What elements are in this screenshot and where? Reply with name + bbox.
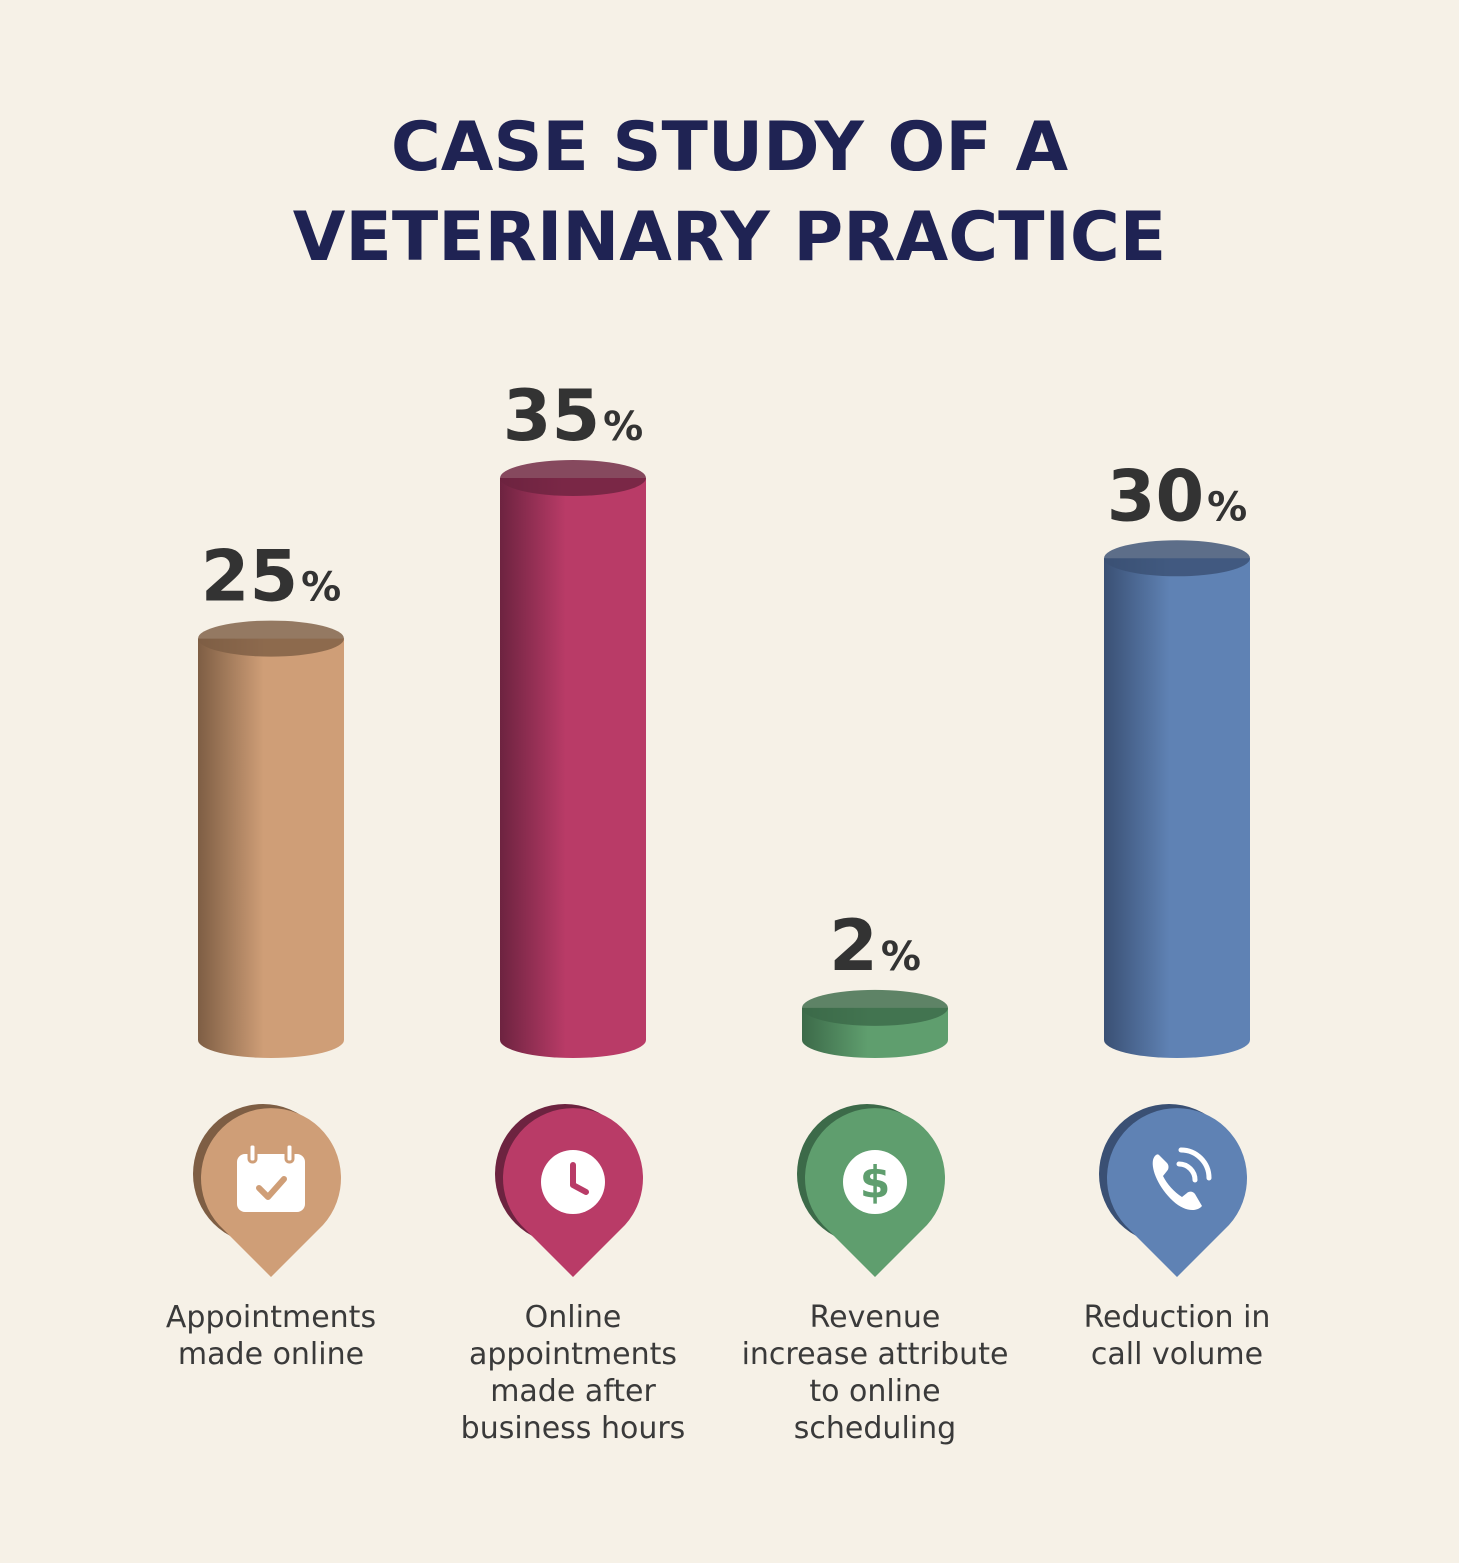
value-label-3: 30% [1107, 455, 1248, 537]
dollar-icon: $ [843, 1150, 907, 1214]
value-label-1: 35% [503, 375, 644, 457]
phone-icon [1152, 1147, 1212, 1211]
clock-icon [541, 1150, 605, 1214]
value-label-2: 2% [829, 905, 921, 987]
category-label-revenue-increase: Revenue increase attribute to online sch… [741, 1300, 1009, 1446]
bar-top-2 [802, 989, 948, 1026]
pin-calendar-check-icon [193, 1104, 341, 1277]
value-labels-layer: 25% 35% 2% 30% [201, 375, 1248, 987]
chart-title-line-1: CASE STUDY OF A [390, 108, 1069, 187]
category-label-appointments-online: Appointments made online [165, 1300, 377, 1372]
svg-text:$: $ [860, 1157, 891, 1208]
bar-top-1 [500, 460, 646, 496]
bar-body-0 [198, 638, 344, 1058]
bar-top-3 [1104, 540, 1250, 577]
bar-top-0 [198, 620, 344, 657]
calendar-check-icon [237, 1142, 305, 1212]
category-label-call-volume: Reduction in call volume [1083, 1300, 1271, 1372]
pin-phone-icon [1099, 1104, 1247, 1277]
pin-dollar-icon: $ [797, 1104, 945, 1277]
chart-title-line-2: VETERINARY PRACTICE [292, 198, 1167, 277]
bar-body-1 [500, 478, 646, 1058]
icon-pins-layer: $ [193, 1104, 1247, 1277]
bar-body-3 [1104, 558, 1250, 1058]
category-label-after-hours: Online appointments made after business … [460, 1300, 686, 1446]
pin-clock-icon [495, 1104, 643, 1277]
value-label-0: 25% [201, 536, 342, 618]
bars-layer [198, 460, 1250, 1058]
